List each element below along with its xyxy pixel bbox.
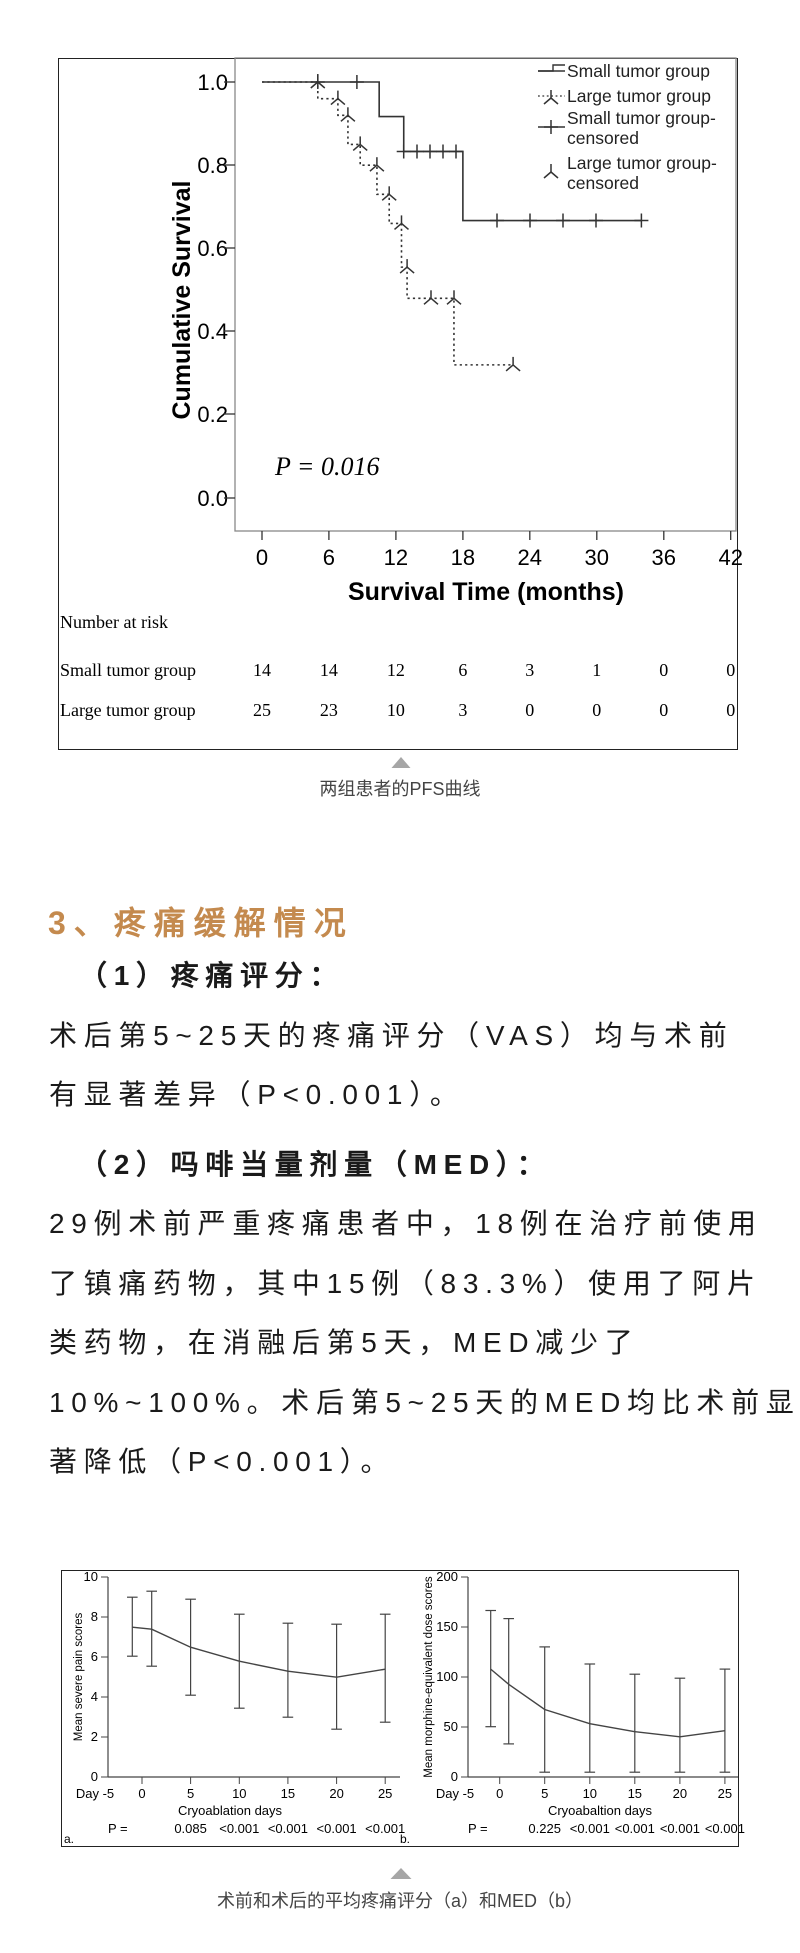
svg-text:P =: P = <box>108 1821 128 1836</box>
svg-text:200: 200 <box>436 1569 458 1584</box>
svg-text:Cryoabaltion days: Cryoabaltion days <box>548 1803 653 1818</box>
svg-text:Day -5: Day -5 <box>76 1786 114 1801</box>
svg-text:<0.001: <0.001 <box>219 1821 259 1836</box>
svg-text:a.: a. <box>64 1832 74 1846</box>
svg-text:15: 15 <box>628 1786 642 1801</box>
svg-text:20: 20 <box>329 1786 343 1801</box>
svg-text:P =: P = <box>468 1821 488 1836</box>
svg-text:0.225: 0.225 <box>528 1821 561 1836</box>
svg-text:0: 0 <box>451 1769 458 1784</box>
svg-text:4: 4 <box>91 1689 98 1704</box>
svg-text:8: 8 <box>91 1609 98 1624</box>
svg-text:5: 5 <box>541 1786 548 1801</box>
svg-text:10: 10 <box>84 1569 98 1584</box>
svg-text:<0.001: <0.001 <box>660 1821 700 1836</box>
svg-text:Mean morphine-equivalent dose: Mean morphine-equivalent dose scores <box>423 1576 435 1778</box>
svg-text:<0.001: <0.001 <box>570 1821 610 1836</box>
svg-text:Cryoablation days: Cryoablation days <box>178 1803 283 1818</box>
svg-text:0: 0 <box>138 1786 145 1801</box>
svg-text:100: 100 <box>436 1669 458 1684</box>
svg-text:b.: b. <box>400 1832 410 1846</box>
svg-text:<0.001: <0.001 <box>705 1821 745 1836</box>
svg-text:0.085: 0.085 <box>174 1821 207 1836</box>
svg-text:5: 5 <box>187 1786 194 1801</box>
svg-text:0: 0 <box>496 1786 503 1801</box>
svg-text:6: 6 <box>91 1649 98 1664</box>
svg-text:15: 15 <box>281 1786 295 1801</box>
svg-text:<0.001: <0.001 <box>615 1821 655 1836</box>
svg-text:150: 150 <box>436 1619 458 1634</box>
svg-text:<0.001: <0.001 <box>268 1821 308 1836</box>
svg-text:Day -5: Day -5 <box>436 1786 474 1801</box>
svg-text:10: 10 <box>583 1786 597 1801</box>
svg-text:2: 2 <box>91 1729 98 1744</box>
svg-text:20: 20 <box>673 1786 687 1801</box>
svg-text:25: 25 <box>378 1786 392 1801</box>
svg-text:0: 0 <box>91 1769 98 1784</box>
svg-text:10: 10 <box>232 1786 246 1801</box>
svg-text:25: 25 <box>718 1786 732 1801</box>
svg-text:<0.001: <0.001 <box>317 1821 357 1836</box>
svg-text:50: 50 <box>444 1719 458 1734</box>
svg-text:Mean severe pain scores: Mean severe pain scores <box>73 1613 85 1742</box>
